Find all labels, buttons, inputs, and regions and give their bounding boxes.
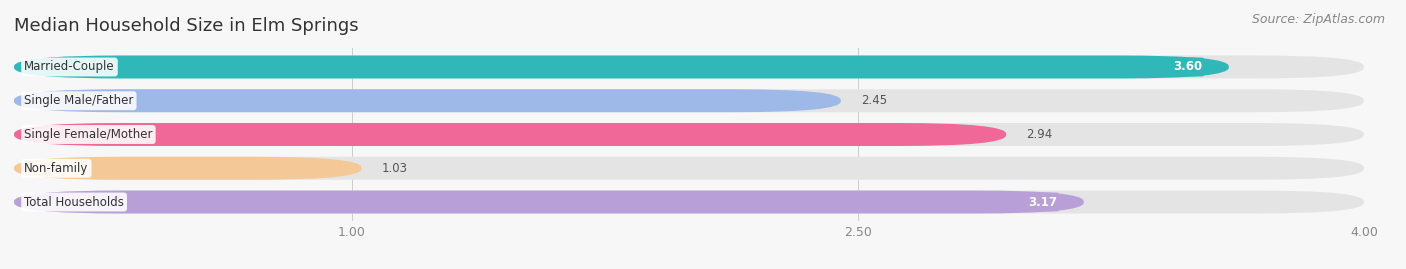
Text: Source: ZipAtlas.com: Source: ZipAtlas.com xyxy=(1251,13,1385,26)
FancyBboxPatch shape xyxy=(14,89,841,112)
Text: Single Female/Mother: Single Female/Mother xyxy=(24,128,153,141)
Text: 2.45: 2.45 xyxy=(860,94,887,107)
Text: Total Households: Total Households xyxy=(24,196,124,208)
Text: 2.94: 2.94 xyxy=(1026,128,1053,141)
FancyBboxPatch shape xyxy=(14,190,1364,214)
Text: 3.17: 3.17 xyxy=(1028,196,1057,208)
Text: Median Household Size in Elm Springs: Median Household Size in Elm Springs xyxy=(14,17,359,35)
Text: Single Male/Father: Single Male/Father xyxy=(24,94,134,107)
FancyBboxPatch shape xyxy=(14,123,1364,146)
FancyBboxPatch shape xyxy=(14,55,1364,79)
FancyBboxPatch shape xyxy=(14,123,1007,146)
FancyBboxPatch shape xyxy=(14,55,1229,79)
Text: 3.60: 3.60 xyxy=(1173,61,1202,73)
Text: 1.03: 1.03 xyxy=(382,162,408,175)
FancyBboxPatch shape xyxy=(14,190,1084,214)
FancyBboxPatch shape xyxy=(14,157,361,180)
FancyBboxPatch shape xyxy=(14,157,1364,180)
FancyBboxPatch shape xyxy=(14,89,1364,112)
Text: Married-Couple: Married-Couple xyxy=(24,61,115,73)
Text: Non-family: Non-family xyxy=(24,162,89,175)
